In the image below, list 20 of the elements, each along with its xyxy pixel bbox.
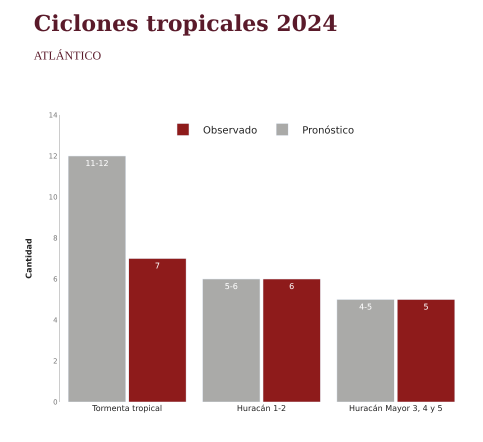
data-label: 7 <box>154 262 160 270</box>
x-tick-label: Tormenta tropical <box>91 404 162 413</box>
bar <box>68 156 126 402</box>
chart-title: Ciclones tropicales 2024 <box>34 10 338 37</box>
x-tick-label: Huracán Mayor 3, 4 y 5 <box>349 404 443 413</box>
bar <box>202 278 260 402</box>
legend-label: Pronóstico <box>302 125 354 136</box>
data-label: 4-5 <box>359 302 372 312</box>
y-axis-title: Cantidad <box>24 238 34 279</box>
data-label: 6 <box>289 282 294 291</box>
chart-subtitle: ATLÁNTICO <box>34 48 102 63</box>
data-label: 11-12 <box>85 159 109 168</box>
bar <box>397 299 456 402</box>
data-label: 5-6 <box>224 282 238 291</box>
legend-label: Observado <box>203 125 258 136</box>
bar <box>336 299 395 402</box>
bar <box>128 258 186 402</box>
x-tick-label: Huracán 1-2 <box>236 404 286 413</box>
data-label: 5 <box>424 302 429 312</box>
bar <box>262 278 321 402</box>
